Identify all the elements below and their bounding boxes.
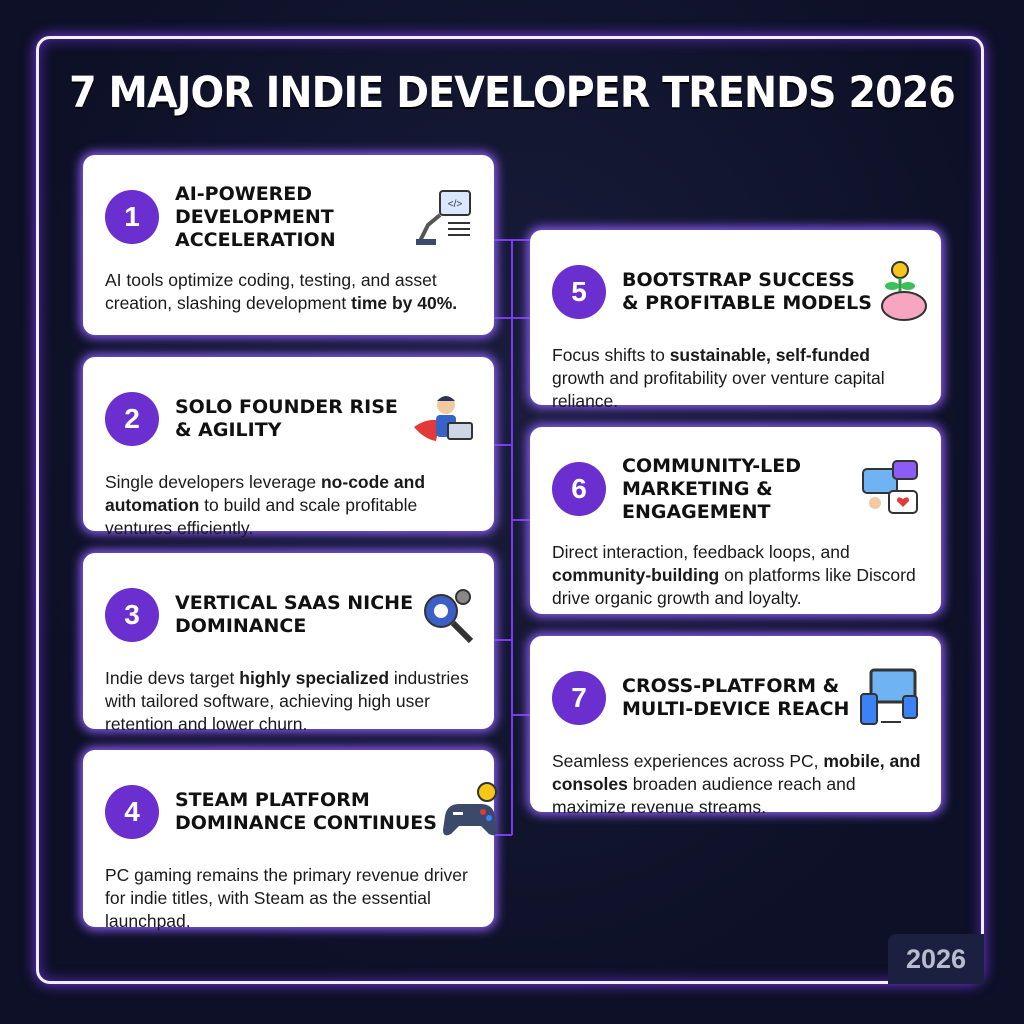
description-text: Seamless experiences across PC,: [552, 751, 824, 771]
title: 7 MAJOR INDIE DEVELOPER TRENDS 2026: [69, 68, 956, 118]
trend-card: 4 STEAM PLATFORM DOMINANCE CONTINUES PC gam…: [83, 750, 497, 931]
description-text: community-building: [552, 565, 720, 585]
card-icon: [424, 589, 474, 644]
title-line: DEVELOPMENT: [175, 205, 334, 228]
card-header: 6 COMMUNITY-LED MARKETING & ENGAGEMENT: [552, 443, 921, 535]
card-description: Indie devs target highly specialized ind…: [105, 667, 474, 736]
title-line: SOLO FOUNDER RISE: [175, 396, 398, 418]
card-description: Seamless experiences across PC, mobile, …: [552, 750, 921, 819]
description-text: Direct interaction, feedback loops, and: [552, 542, 850, 562]
title-line: ENGAGEMENT: [622, 500, 771, 523]
frame: [36, 36, 984, 984]
trend-card: 3 VERTICAL SAAS NICHE DOMINANCE Indie devs …: [83, 553, 494, 734]
card-header: 5 BOOTSTRAP SUCCESS & PROFITABLE MODELS: [552, 246, 927, 338]
card-description: Single developers leverage no-code and a…: [105, 471, 474, 540]
description-text: highly specialized: [239, 668, 390, 688]
title-line: MARKETING &: [622, 477, 773, 500]
description-text: time by 40%.: [351, 293, 458, 313]
title-line: & PROFITABLE MODELS: [622, 292, 872, 314]
description-text: sustainable, self-funded: [669, 345, 870, 365]
description-text: Single developers leverage: [105, 472, 321, 492]
trend-card: 1 AI-POWERED DEVELOPMENT ACCELERATION </> AI …: [83, 155, 494, 335]
card-description: PC gaming remains the primary revenue dr…: [105, 864, 474, 933]
card-title: AI-POWERED DEVELOPMENT ACCELERATION: [175, 183, 410, 252]
card-icon: [442, 782, 497, 836]
trend-card: 7 CROSS-PLATFORM & MULTI-DEVICE REACH Seaml…: [530, 636, 941, 817]
description-text: no-code and automation: [105, 472, 426, 515]
card-number: 3: [105, 588, 159, 642]
card-number: 6: [552, 462, 606, 516]
card-description: Focus shifts to sustainable, self-funded…: [552, 344, 921, 413]
title-line: CROSS-PLATFORM &: [622, 675, 840, 697]
title-line: ACCELERATION: [175, 228, 336, 251]
description-text: industries with tailored software, achie…: [105, 668, 469, 734]
card-number: 7: [552, 671, 606, 725]
card-header: 3 VERTICAL SAAS NICHE DOMINANCE: [105, 569, 474, 661]
card-header: 1 AI-POWERED DEVELOPMENT ACCELERATION </>: [105, 171, 474, 263]
card-description: Direct interaction, feedback loops, and …: [552, 541, 921, 610]
card-header: 7 CROSS-PLATFORM & MULTI-DEVICE REACH: [552, 652, 921, 744]
title-line: DOMINANCE CONTINUES: [175, 812, 437, 834]
description-text: to build and scale profitable ventures e…: [105, 495, 418, 538]
card-icon: [880, 261, 927, 321]
title-line: STEAM PLATFORM: [175, 789, 370, 811]
title-line: DOMINANCE: [175, 615, 307, 637]
trend-card: 6 COMMUNITY-LED MARKETING & ENGAGEMENT Direc…: [530, 427, 941, 614]
svg-text:</>: </>: [448, 199, 463, 210]
description-text: AI tools optimize coding, testing, and a…: [105, 270, 437, 313]
title-line: AI-POWERED: [175, 182, 313, 205]
card-header: 4 STEAM PLATFORM DOMINANCE CONTINUES: [105, 766, 497, 858]
card-title: BOOTSTRAP SUCCESS & PROFITABLE MODELS: [622, 269, 872, 315]
trend-card: 5 BOOTSTRAP SUCCESS & PROFITABLE MODELS Foc…: [530, 230, 941, 411]
card-title: COMMUNITY-LED MARKETING & ENGAGEMENT: [622, 455, 857, 524]
card-icon: [414, 396, 473, 441]
title-line: MULTI-DEVICE REACH: [622, 698, 850, 720]
description-text: growth and profitability over venture ca…: [552, 368, 885, 411]
title-line: & AGILITY: [175, 419, 282, 441]
title-line: COMMUNITY-LED: [622, 454, 801, 477]
card-title: VERTICAL SAAS NICHE DOMINANCE: [175, 592, 413, 638]
title-line: VERTICAL SAAS NICHE: [175, 592, 414, 614]
card-number: 1: [105, 190, 159, 244]
card-title: SOLO FOUNDER RISE & AGILITY: [175, 396, 410, 442]
description-text: on platforms like Discord drive organic …: [552, 565, 916, 608]
description-text: PC gaming remains the primary revenue dr…: [105, 865, 468, 931]
card-icon: </>: [416, 190, 471, 245]
card-title: STEAM PLATFORM DOMINANCE CONTINUES: [175, 789, 437, 835]
description-text: broaden audience reach and maximize reve…: [552, 774, 856, 817]
card-icon: [862, 460, 918, 514]
card-number: 4: [105, 785, 159, 839]
title-line: BOOTSTRAP SUCCESS: [622, 269, 855, 291]
card-description: AI tools optimize coding, testing, and a…: [105, 269, 474, 315]
description-text: Indie devs target: [105, 668, 240, 688]
card-number: 2: [105, 392, 159, 446]
trend-card: 2 SOLO FOUNDER RISE & AGILITY Single develo…: [83, 357, 494, 538]
description-text: mobile, and consoles: [552, 751, 921, 794]
description-text: Focus shifts to: [552, 345, 670, 365]
card-icon: [860, 668, 918, 725]
card-title: CROSS-PLATFORM & MULTI-DEVICE REACH: [622, 675, 857, 721]
card-number: 5: [552, 265, 606, 319]
footer-year: 2026: [888, 934, 984, 984]
card-header: 2 SOLO FOUNDER RISE & AGILITY: [105, 373, 474, 465]
